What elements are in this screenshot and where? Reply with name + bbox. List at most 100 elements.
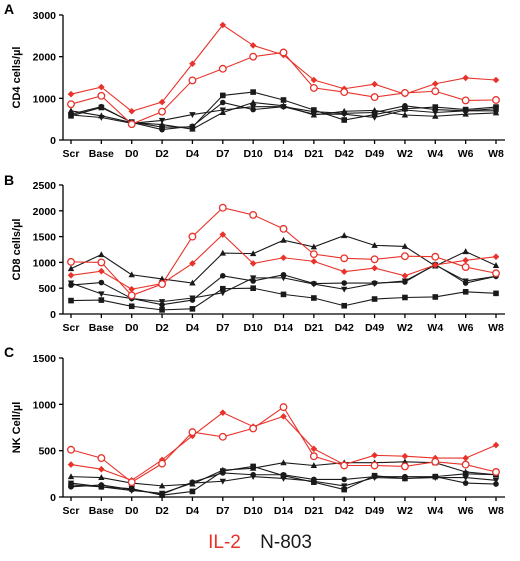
x-tick-label: D49 [365, 148, 384, 160]
data-point [402, 294, 408, 301]
data-point [310, 462, 318, 468]
x-tick-label: D2 [155, 322, 169, 334]
data-point [431, 87, 440, 96]
data-point [250, 463, 256, 470]
data-point [492, 468, 500, 476]
data-point [462, 248, 469, 255]
data-point [462, 480, 469, 486]
data-point [462, 471, 469, 477]
data-point [68, 297, 74, 304]
data-point [371, 281, 378, 287]
data-point [98, 115, 105, 121]
data-point [249, 210, 258, 219]
series-il2-circle-open [67, 203, 500, 300]
data-point [461, 96, 470, 105]
data-point [340, 461, 349, 470]
y-axis-label: NK Cell/µl [11, 402, 23, 454]
data-point [341, 111, 348, 118]
x-tick-label: W4 [427, 505, 443, 517]
data-point [432, 475, 439, 481]
x-tick-label: D10 [244, 505, 263, 517]
data-point [401, 278, 409, 285]
data-point [249, 42, 257, 49]
data-point [371, 452, 378, 459]
data-point [492, 96, 500, 104]
data-point [219, 285, 226, 292]
x-tick-label: D7 [216, 505, 230, 517]
data-point [249, 424, 258, 433]
data-point [219, 273, 226, 279]
data-point [67, 280, 75, 287]
x-tick-label: Base [89, 148, 114, 160]
x-tick-label: D49 [365, 505, 384, 517]
x-tick-label: D10 [244, 322, 263, 334]
data-point [98, 83, 105, 91]
data-point [309, 250, 318, 259]
data-point [492, 477, 500, 484]
data-point [311, 295, 317, 301]
data-point [280, 291, 287, 298]
y-tick-label: 2000 [33, 206, 57, 218]
data-point [127, 291, 136, 300]
data-point [432, 110, 439, 116]
data-point [219, 409, 227, 416]
panel-c: C 0 500 1000 1500 Scr Base D0 D2 D4 D7 D10 D14 D21 D42… [4, 344, 505, 517]
data-point [431, 261, 439, 269]
panel-letter: B [4, 172, 14, 188]
data-point [280, 459, 287, 466]
x-tick-label: Base [89, 505, 114, 517]
data-point [250, 285, 256, 291]
y-tick-label: 2000 [33, 52, 57, 64]
data-point [97, 258, 106, 267]
legend-il2: IL-2 [208, 532, 241, 553]
data-point [493, 481, 499, 487]
y-tick-label: 1500 [33, 353, 57, 365]
data-point [370, 93, 379, 102]
data-point [67, 461, 75, 468]
data-point [98, 484, 105, 491]
data-point [249, 474, 257, 481]
data-point [219, 231, 227, 238]
y-tick-label: 0 [50, 492, 56, 504]
x-tick-label: D0 [125, 322, 139, 334]
x-tick-label: D7 [216, 148, 230, 160]
y-axis-label: CD8 cells/µl [11, 219, 23, 281]
data-point [462, 289, 469, 295]
data-point [400, 88, 409, 97]
data-point [492, 109, 500, 116]
data-point [189, 260, 196, 267]
data-point [249, 260, 257, 267]
data-point [219, 107, 226, 114]
data-point [128, 488, 135, 494]
data-point [67, 445, 75, 454]
data-point [189, 306, 196, 312]
data-point [462, 454, 469, 462]
series-n803-square [68, 285, 499, 313]
x-tick-label: Scr [63, 505, 80, 517]
data-point [492, 106, 500, 113]
x-tick-label: Scr [63, 148, 80, 160]
data-point [98, 474, 105, 481]
x-tick-label: D14 [274, 148, 293, 160]
data-point [310, 478, 318, 485]
data-point [188, 428, 197, 437]
data-point [67, 272, 75, 279]
data-point [218, 432, 227, 441]
x-tick-label: D4 [186, 505, 200, 517]
data-point [67, 100, 75, 109]
data-point [309, 83, 318, 92]
x-tick-label: D42 [335, 148, 354, 160]
y-tick-label: 1500 [33, 232, 57, 244]
data-point [279, 224, 288, 233]
data-point [400, 252, 409, 261]
data-point [68, 484, 74, 490]
data-point [280, 254, 287, 262]
data-point [67, 90, 75, 98]
data-point [492, 441, 500, 449]
x-tick-label: D4 [186, 148, 200, 160]
data-point [67, 473, 75, 480]
data-point [310, 258, 318, 265]
data-point [280, 104, 287, 111]
legend: IL-2 N-803 [0, 532, 520, 554]
